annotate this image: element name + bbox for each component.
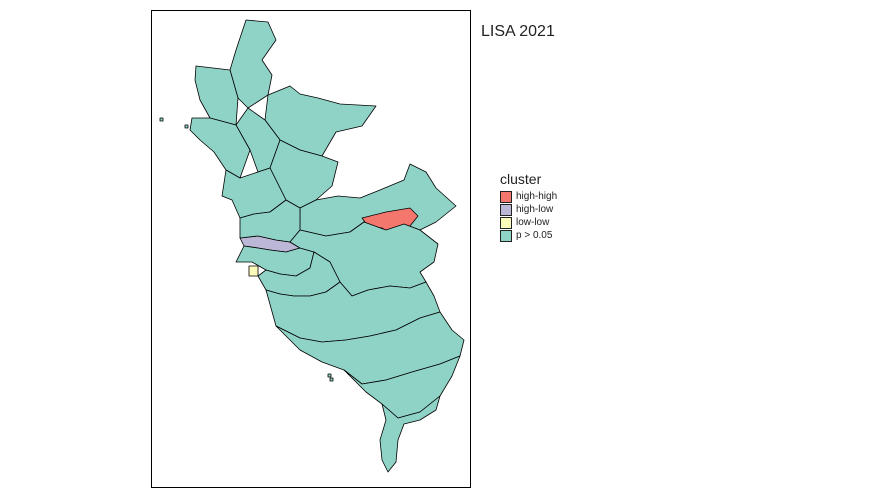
map-title: LISA 2021 <box>481 23 555 40</box>
legend-title: cluster <box>500 171 542 187</box>
island-4 <box>329 377 334 382</box>
island-3 <box>327 373 332 378</box>
legend-item-high-low: high-low <box>500 203 557 216</box>
district-region-south-tip <box>379 395 441 473</box>
legend-label: low-low <box>516 217 550 228</box>
island-2 <box>184 124 189 129</box>
legend-item-not-significant: p > 0.05 <box>500 229 557 242</box>
legend-item-high-high: high-high <box>500 190 557 203</box>
legend-label: high-high <box>516 191 558 202</box>
district-low-low <box>248 265 259 277</box>
legend: cluster high-high high-low low-low p > 0… <box>500 171 557 242</box>
legend-swatch <box>500 229 512 242</box>
legend-item-low-low: low-low <box>500 216 557 229</box>
legend-swatch <box>500 216 512 229</box>
legend-swatch <box>500 190 512 203</box>
legend-label: high-low <box>516 204 554 215</box>
district-region-north-2 <box>194 65 239 126</box>
legend-swatch <box>500 203 512 216</box>
map-frame <box>151 10 471 488</box>
district-lima-center-2 <box>235 245 315 277</box>
legend-label: p > 0.05 <box>516 230 553 241</box>
island-1 <box>159 117 164 122</box>
